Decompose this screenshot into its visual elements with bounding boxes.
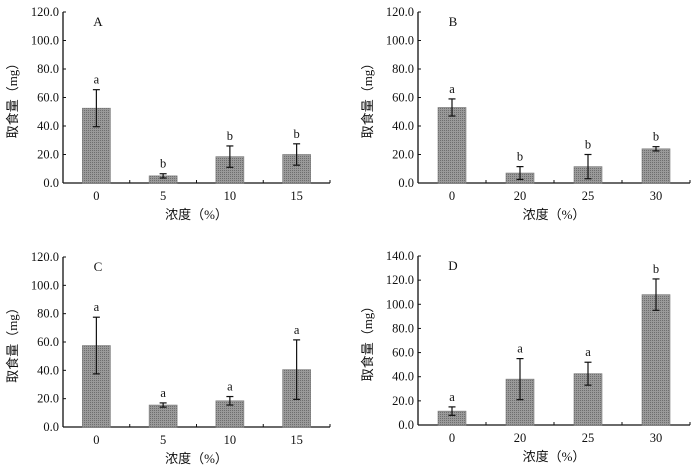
x-tick-label: 0 [93,433,99,447]
significance-label: a [94,300,100,314]
y-tick-label: 20.0 [392,148,414,162]
x-tick-label: 30 [650,431,663,445]
y-tick-label: 120.0 [386,5,414,19]
bar [148,404,178,428]
panel-label: B [449,14,458,29]
y-axis-label: 取食量（mg） [5,57,20,139]
significance-label: b [160,157,166,171]
y-axis-label: 取食量（mg） [360,57,375,139]
x-tick-label: 25 [582,189,595,203]
y-tick-label: 140.0 [386,249,414,263]
significance-label: a [227,380,233,394]
y-tick-label: 80.0 [392,62,414,76]
x-tick-label: 0 [449,189,455,203]
significance-label: a [449,82,455,96]
y-tick-label: 100.0 [31,278,59,292]
significance-label: a [94,73,100,87]
y-tick-label: 120.0 [386,273,414,287]
bar [437,107,467,184]
x-tick-label: 0 [449,431,455,445]
x-axis-label: 浓度（%） [165,207,228,222]
y-axis-label: 取食量（mg） [360,300,375,382]
x-tick-label: 20 [514,431,527,445]
y-tick-label: 0.0 [398,418,414,432]
significance-label: b [294,127,300,141]
y-tick-label: 0.0 [43,176,59,190]
panel-label: C [94,259,103,274]
x-tick-label: 5 [160,433,166,447]
panel-d: 0.0 20.0 40.0 60.0 80.0 100.0 120.0 140.0 a 0 a 20 a… [360,249,691,464]
panel-label: A [93,14,103,29]
y-tick-label: 0.0 [43,420,59,434]
panel-a: 0.0 20.0 40.0 60.0 80.0 100.0 120.0 a 0 b 5 b 10 b 15 A… [5,5,331,222]
x-tick-label: 30 [650,189,663,203]
significance-label: b [653,262,659,276]
panel-b: 0.0 20.0 40.0 60.0 80.0 100.0 120.0 a 0 b 20 b 25 b 30… [360,5,691,222]
y-tick-label: 100.0 [386,34,414,48]
significance-label: b [585,138,591,152]
x-tick-label: 20 [514,189,527,203]
y-tick-label: 80.0 [37,307,59,321]
significance-label: b [517,150,523,164]
x-tick-label: 25 [582,431,595,445]
y-tick-label: 40.0 [37,119,59,133]
y-tick-label: 60.0 [392,91,414,105]
y-tick-label: 20.0 [392,394,414,408]
y-tick-label: 40.0 [37,363,59,377]
y-tick-label: 80.0 [37,62,59,76]
x-tick-label: 0 [93,189,99,203]
x-axis-label: 浓度（%） [523,207,586,222]
y-tick-label: 120.0 [31,5,59,19]
y-tick-label: 120.0 [31,250,59,264]
significance-label: b [653,130,659,144]
y-tick-label: 60.0 [37,335,59,349]
y-tick-label: 60.0 [37,91,59,105]
x-tick-label: 10 [224,433,237,447]
bar [641,148,671,184]
panel-c: 0.0 20.0 40.0 60.0 80.0 100.0 120.0 a 0 a 5 a 10 a 15 C… [5,250,331,465]
x-axis-label: 浓度（%） [523,449,586,464]
significance-label: a [517,342,523,356]
significance-label: b [227,129,233,143]
x-axis-label: 浓度（%） [165,451,228,465]
significance-label: a [585,345,591,359]
y-tick-label: 20.0 [37,392,59,406]
y-tick-label: 60.0 [392,346,414,360]
y-tick-label: 80.0 [392,321,414,335]
y-tick-label: 40.0 [392,370,414,384]
x-tick-label: 15 [290,189,303,203]
x-tick-label: 5 [160,189,166,203]
x-tick-label: 10 [224,189,237,203]
y-tick-label: 100.0 [386,297,414,311]
significance-label: a [160,386,166,400]
y-axis-label: 取食量（mg） [5,301,20,383]
y-tick-label: 0.0 [398,176,414,190]
y-tick-label: 20.0 [37,148,59,162]
bar [641,294,671,426]
significance-label: a [294,323,300,337]
y-tick-label: 40.0 [392,119,414,133]
y-tick-label: 100.0 [31,34,59,48]
x-tick-label: 15 [290,433,303,447]
panel-label: D [448,258,457,273]
significance-label: a [449,390,455,404]
